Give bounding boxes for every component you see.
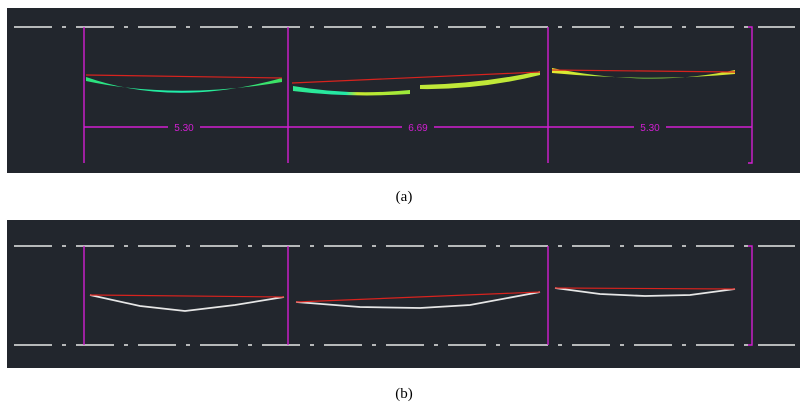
panel-b	[7, 220, 800, 368]
dimension-label: 5.30	[174, 123, 194, 134]
dimension-label: 5.30	[640, 123, 660, 134]
dimension-label: 6.69	[408, 123, 428, 134]
figure: 5.30 6.69 5.30 (a) (b)	[0, 0, 808, 405]
panel-background	[7, 8, 800, 173]
caption: (b)	[395, 386, 413, 402]
panel-a: 5.30 6.69 5.30	[7, 8, 800, 173]
page: 5.30 6.69 5.30 (a) (b) (() => { const da…	[0, 0, 808, 405]
caption: (a)	[396, 189, 413, 205]
